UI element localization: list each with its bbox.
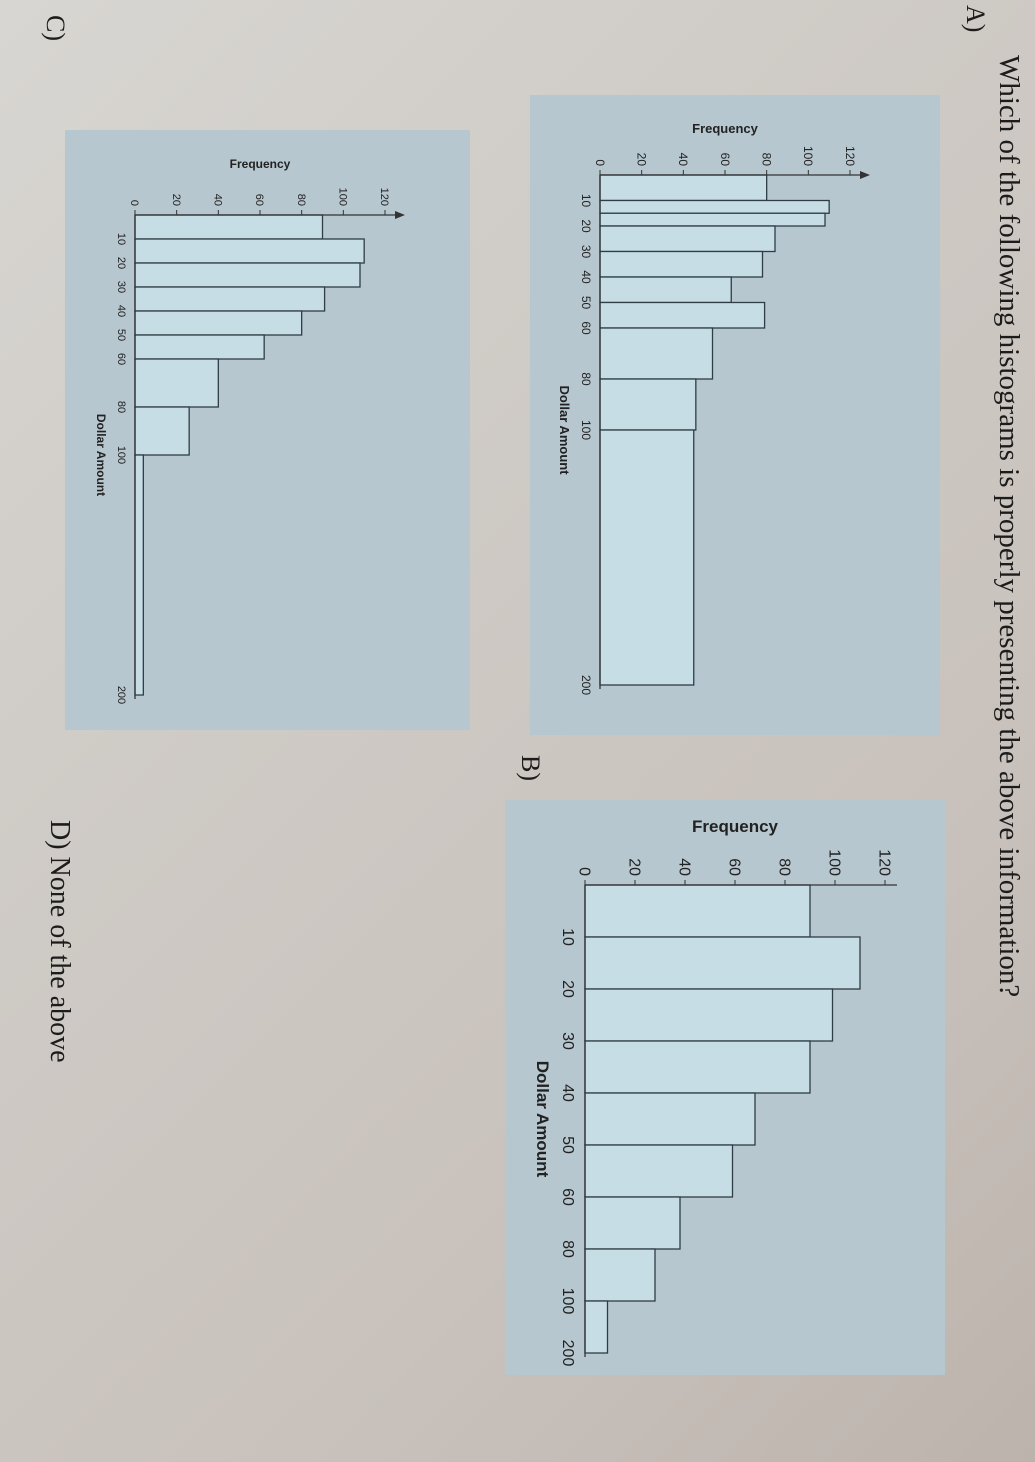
y-tick-label: 40 bbox=[675, 858, 692, 876]
x-tick-label: 60 bbox=[559, 1188, 576, 1206]
histogram-bar bbox=[599, 378, 697, 431]
histogram-bar bbox=[134, 286, 326, 312]
x-axis-title: Dollar Amount bbox=[94, 414, 108, 496]
x-axis-title: Dollar Amount bbox=[557, 385, 572, 475]
x-tick-label: 80 bbox=[559, 1240, 576, 1258]
histogram-c: 0 20 40 60 80 100 120 10 20 30 40 50 60 80 100 200 Dolla… bbox=[94, 157, 405, 704]
histogram-bar bbox=[584, 884, 811, 938]
histogram-bar bbox=[134, 454, 144, 696]
x-tick-label: 20 bbox=[559, 980, 576, 998]
option-a-label[interactable]: A) bbox=[961, 5, 990, 33]
histogram-bar bbox=[584, 1144, 734, 1198]
x-axis-title: Dollar Amount bbox=[533, 1061, 552, 1178]
y-tick-label: 0 bbox=[128, 200, 140, 206]
y-axis-title: Frequency bbox=[230, 157, 291, 171]
x-tick-label: 80 bbox=[579, 372, 593, 386]
histogram-bar bbox=[134, 310, 303, 336]
x-tick-label: 200 bbox=[559, 1340, 576, 1367]
x-tick-label: 200 bbox=[579, 675, 593, 695]
option-c-label[interactable]: C) bbox=[41, 15, 70, 41]
x-tick-label: 200 bbox=[115, 686, 127, 704]
histogram-b: 0 20 40 60 80 100 120 10 20 30 40 50 60 80 100 200 Dolla… bbox=[533, 817, 897, 1367]
x-tick-label: 10 bbox=[559, 928, 576, 946]
y-axis-arrow bbox=[395, 211, 405, 219]
y-axis-title: Frequency bbox=[692, 121, 759, 136]
y-tick-label: 40 bbox=[211, 194, 223, 206]
x-tick-label: 50 bbox=[559, 1136, 576, 1154]
histogram-a: 0 20 40 60 80 100 120 10 20 30 40 50 60 80 100 200 Dolla… bbox=[557, 121, 870, 695]
y-tick-label: 20 bbox=[634, 153, 648, 167]
x-tick-label: 20 bbox=[579, 219, 593, 233]
y-tick-label: 100 bbox=[825, 849, 842, 876]
histogram-bar bbox=[584, 1092, 756, 1146]
y-tick-label: 0 bbox=[575, 867, 592, 876]
question-text: Which of the following histograms is pro… bbox=[993, 55, 1025, 998]
histogram-bar bbox=[599, 199, 830, 214]
x-tick-label: 100 bbox=[559, 1288, 576, 1315]
x-tick-label: 100 bbox=[579, 420, 593, 440]
y-tick-label: 0 bbox=[593, 159, 607, 166]
histogram-bar bbox=[134, 214, 324, 240]
option-d-label[interactable]: D) None of the above bbox=[44, 820, 75, 1063]
y-tick-label: 60 bbox=[718, 153, 732, 167]
y-axis-title: Frequency bbox=[692, 817, 779, 836]
histogram-bar bbox=[134, 238, 365, 264]
histogram-bar bbox=[599, 225, 776, 253]
x-tick-label: 10 bbox=[579, 194, 593, 208]
histogram-b-panel: 0 20 40 60 80 100 120 10 20 30 40 50 60 80 100 200 Dolla… bbox=[505, 800, 945, 1375]
y-axis-arrow bbox=[860, 171, 870, 179]
histogram-bar bbox=[599, 174, 768, 202]
x-tick-label: 40 bbox=[559, 1084, 576, 1102]
x-tick-label: 100 bbox=[115, 446, 127, 464]
histogram-bar bbox=[134, 334, 265, 360]
x-tick-label: 30 bbox=[559, 1032, 576, 1050]
histogram-bar bbox=[584, 1040, 811, 1094]
histogram-c-panel: 0 20 40 60 80 100 120 10 20 30 40 50 60 80 100 200 Dolla… bbox=[65, 130, 470, 730]
histogram-bar bbox=[584, 1248, 656, 1302]
y-tick-label: 20 bbox=[170, 194, 182, 206]
histogram-bar bbox=[599, 212, 826, 227]
histogram-bar bbox=[584, 1196, 681, 1250]
x-tick-label: 80 bbox=[115, 401, 127, 413]
y-tick-label: 40 bbox=[676, 153, 690, 167]
histogram-bar bbox=[584, 1300, 609, 1354]
y-tick-label: 80 bbox=[295, 194, 307, 206]
y-tick-label: 100 bbox=[801, 146, 815, 166]
histogram-bar bbox=[134, 406, 190, 456]
x-tick-label: 60 bbox=[579, 321, 593, 335]
histogram-bar bbox=[599, 276, 732, 304]
x-tick-label: 40 bbox=[115, 305, 127, 317]
x-tick-label: 40 bbox=[579, 270, 593, 284]
y-tick-label: 60 bbox=[253, 194, 265, 206]
x-tick-label: 30 bbox=[115, 281, 127, 293]
histogram-bar bbox=[599, 429, 695, 686]
histogram-bar bbox=[584, 988, 834, 1042]
x-tick-label: 20 bbox=[115, 257, 127, 269]
y-tick-label: 100 bbox=[336, 188, 348, 206]
y-tick-label: 120 bbox=[378, 188, 390, 206]
option-b-label[interactable]: B) bbox=[516, 755, 545, 781]
y-tick-label: 20 bbox=[625, 858, 642, 876]
y-tick-label: 120 bbox=[843, 146, 857, 166]
histogram-bar bbox=[599, 301, 766, 329]
histogram-bar bbox=[584, 936, 861, 990]
histogram-bar bbox=[134, 262, 361, 288]
x-tick-label: 60 bbox=[115, 353, 127, 365]
histogram-bar bbox=[599, 250, 764, 278]
histogram-a-panel: 0 20 40 60 80 100 120 10 20 30 40 50 60 80 100 200 Dolla… bbox=[530, 95, 940, 735]
histogram-bar bbox=[599, 327, 714, 380]
x-tick-label: 30 bbox=[579, 245, 593, 259]
histogram-bar bbox=[134, 358, 219, 408]
y-tick-label: 120 bbox=[875, 849, 892, 876]
x-tick-label: 50 bbox=[579, 296, 593, 310]
x-tick-label: 50 bbox=[115, 329, 127, 341]
y-tick-label: 80 bbox=[775, 858, 792, 876]
x-tick-label: 10 bbox=[115, 233, 127, 245]
y-tick-label: 60 bbox=[725, 858, 742, 876]
y-tick-label: 80 bbox=[759, 153, 773, 167]
